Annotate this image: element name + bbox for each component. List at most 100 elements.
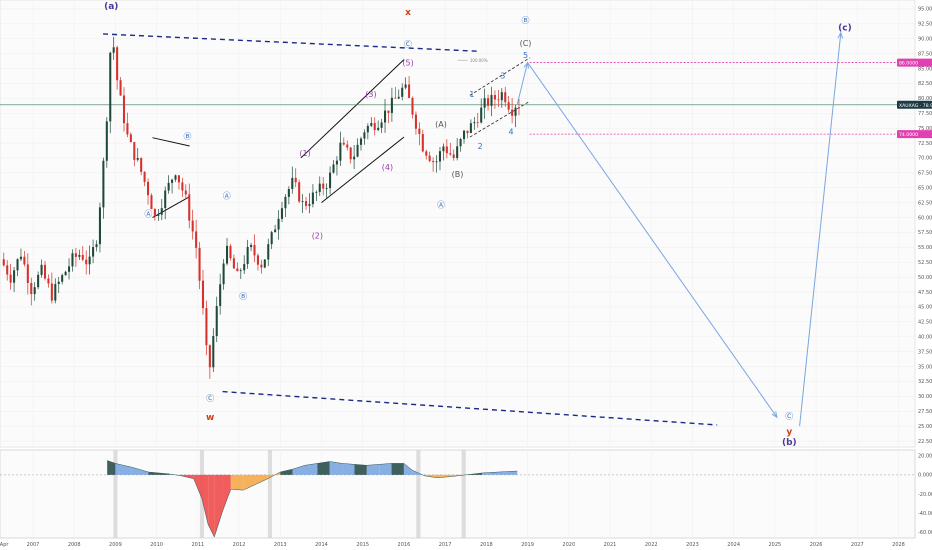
candle-body [116,47,119,81]
price-tick-label: 75.000 [918,126,932,132]
wave-label: (5) [402,59,413,68]
candle-body [487,98,490,106]
time-tick-label: 2028 [892,542,905,548]
wave-label: Ⓑ [239,292,247,301]
wave-label: y [786,427,792,437]
candle-body [232,258,235,269]
candle-body [298,182,301,202]
candle-body [30,283,33,295]
candle-body [256,255,259,265]
time-tick-label: 2018 [480,542,493,548]
candle-body [507,102,510,110]
candle-body [167,182,170,191]
candle-body [205,308,208,346]
wedge-upper-line [469,57,530,96]
candle-body [177,175,180,183]
candle-body [480,107,483,123]
candle-body [301,201,304,202]
candle-body [270,232,273,245]
candle-body [322,183,325,189]
candle-body [6,265,9,275]
time-tick-label: 2027 [851,542,864,548]
oscillator-tick-label: -60.0000 [918,530,932,536]
candle-body [456,146,459,158]
candle-body [514,107,517,116]
candle-body [380,122,383,128]
trend-lines [0,31,915,427]
projection-arrow-head [837,31,844,39]
wave-label: 2 [478,142,483,151]
wave-label: Ⓒ [206,394,214,403]
candle-body [421,134,424,152]
candle-body [442,146,445,152]
oscillator [107,460,518,538]
candle-body [411,97,414,115]
candle-body [291,177,294,190]
candle-body [47,278,50,284]
oscillator-area [193,474,202,499]
oscillator-area [305,463,318,475]
price-tick-label: 25.000 [918,424,932,430]
oscillator-area [131,467,149,475]
candle-body [92,247,95,257]
channel-upper-line [300,59,405,159]
candle-body [497,99,500,101]
candle-body [425,151,428,156]
price-tick-label: 77.500 [918,111,932,117]
candle-body [112,47,115,53]
time-tick-label: 2026 [810,542,823,548]
candle-body [483,98,486,108]
price-tick-label: 80.000 [918,96,932,102]
candle-body [71,253,74,267]
oscillator-area [317,461,330,475]
candle-body [136,157,139,160]
oscillator-shade-band [416,450,421,538]
axes: 95.000 92.500 90.000 87.500 85.000 82.500 80.0… [0,7,932,548]
candle-body [332,164,335,173]
wave-label: Ⓒ [785,412,793,421]
wave-label: Ⓑ [184,132,192,141]
candle-body [250,244,253,247]
current-price-tag-text: XAUXAG · 78.919 [899,103,932,109]
candle-body [462,130,466,140]
candle-body [102,160,105,208]
candle-body [359,138,363,145]
candle-body [449,153,452,155]
candle-body [459,139,462,147]
candle-body [438,151,442,162]
price-tick-label: 30.000 [918,394,932,400]
price-tick-label: 85.000 [918,66,932,72]
candle-body [329,172,332,189]
candle-body [9,274,12,283]
candle-body [517,107,521,109]
wave-label: (2) [312,231,323,240]
candle-body [191,220,194,232]
time-tick-label: 2007 [27,542,40,548]
candle-body [500,92,503,101]
candle-body [88,256,91,265]
candle-body [236,268,239,272]
price-tick-label: 50.000 [918,275,932,281]
candle-body [43,264,47,279]
oscillator-shade-band [461,450,466,538]
price-tick-label: 92.500 [918,22,932,28]
time-tick-label: 2016 [398,542,411,548]
candle-body [353,156,356,160]
price-tick-label: 32.500 [918,379,932,385]
price-tick-label: 65.000 [918,186,932,192]
candle-body [37,274,40,288]
candle-body [105,121,108,161]
channel-lower-line [321,136,405,204]
oscillator-area [366,464,380,475]
wave-labels: 100.00% (a) Ⓐ Ⓑ Ⓐ Ⓑ Ⓒw (1) (2) (3) (4) (5) x Ⓒ (A) (B) Ⓐ… [104,2,852,448]
wave-label: (3) [365,90,376,99]
time-tick-label: 2013 [274,542,287,548]
wave-label: (4) [382,163,393,172]
wave-label: Ⓐ [144,209,152,218]
candle-body [26,264,29,284]
oscillator-area [391,463,404,475]
candle-body [2,259,5,266]
candle-body [383,110,387,123]
oscillator-area [214,474,223,538]
